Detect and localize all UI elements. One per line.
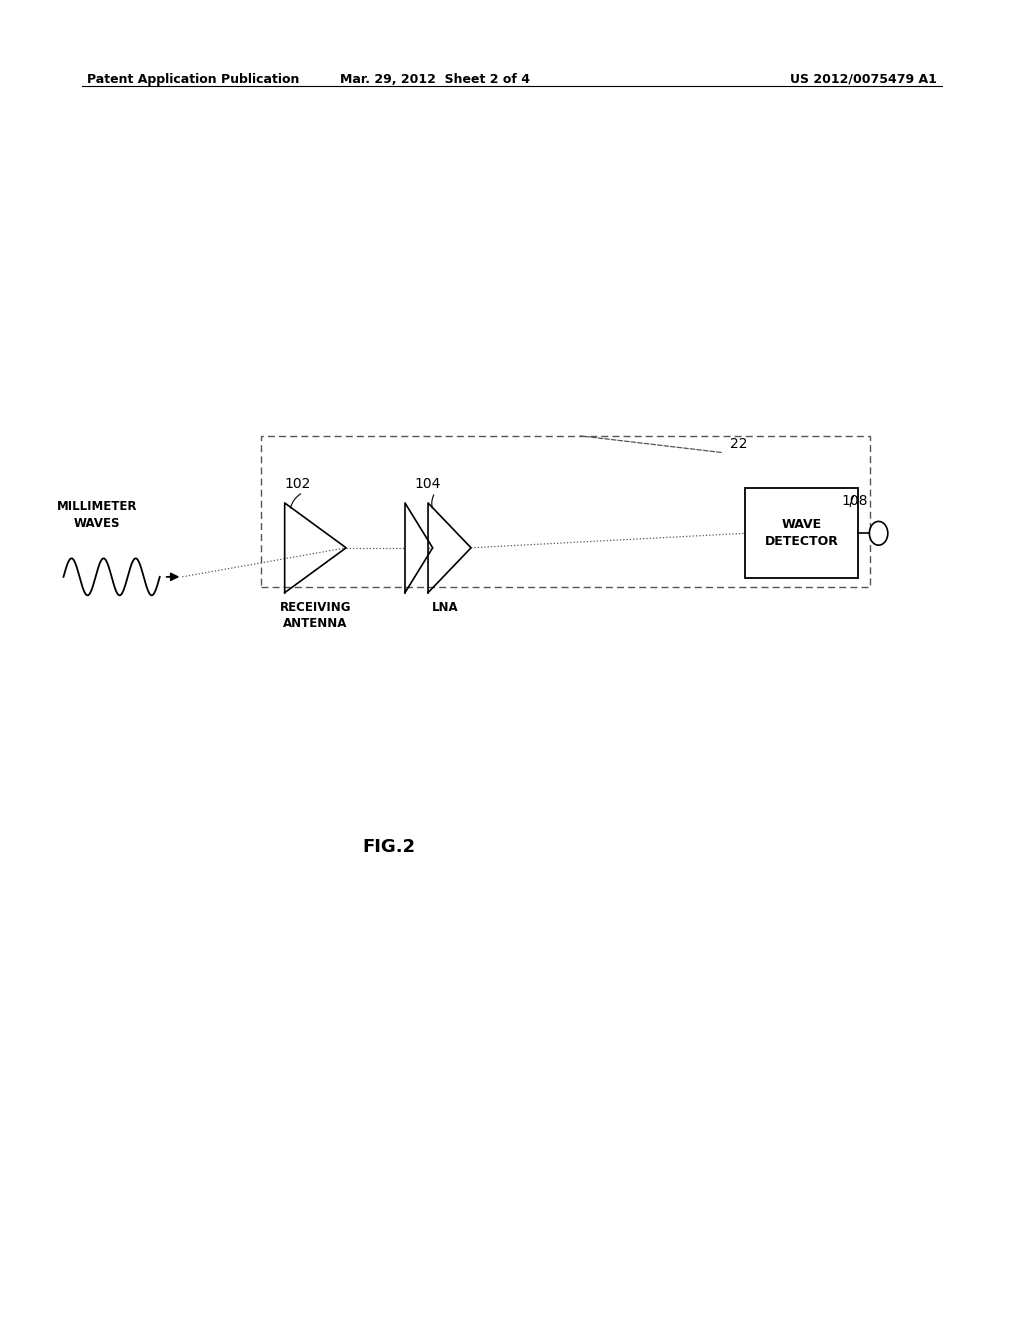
Text: 104: 104 (415, 477, 441, 491)
Text: RECEIVING
ANTENNA: RECEIVING ANTENNA (280, 601, 351, 630)
Text: US 2012/0075479 A1: US 2012/0075479 A1 (791, 73, 937, 86)
Text: 102: 102 (285, 477, 311, 491)
Text: LNA: LNA (432, 601, 459, 614)
Text: WAVE
DETECTOR: WAVE DETECTOR (765, 519, 839, 548)
Text: FIG.2: FIG.2 (362, 838, 416, 857)
Circle shape (869, 521, 888, 545)
Bar (261, 436, 870, 587)
Text: MILLIMETER
WAVES: MILLIMETER WAVES (57, 500, 137, 529)
Text: Mar. 29, 2012  Sheet 2 of 4: Mar. 29, 2012 Sheet 2 of 4 (340, 73, 530, 86)
Text: 22: 22 (730, 437, 748, 451)
Bar (745, 488, 858, 578)
Text: 108: 108 (842, 494, 868, 508)
Text: Patent Application Publication: Patent Application Publication (87, 73, 299, 86)
